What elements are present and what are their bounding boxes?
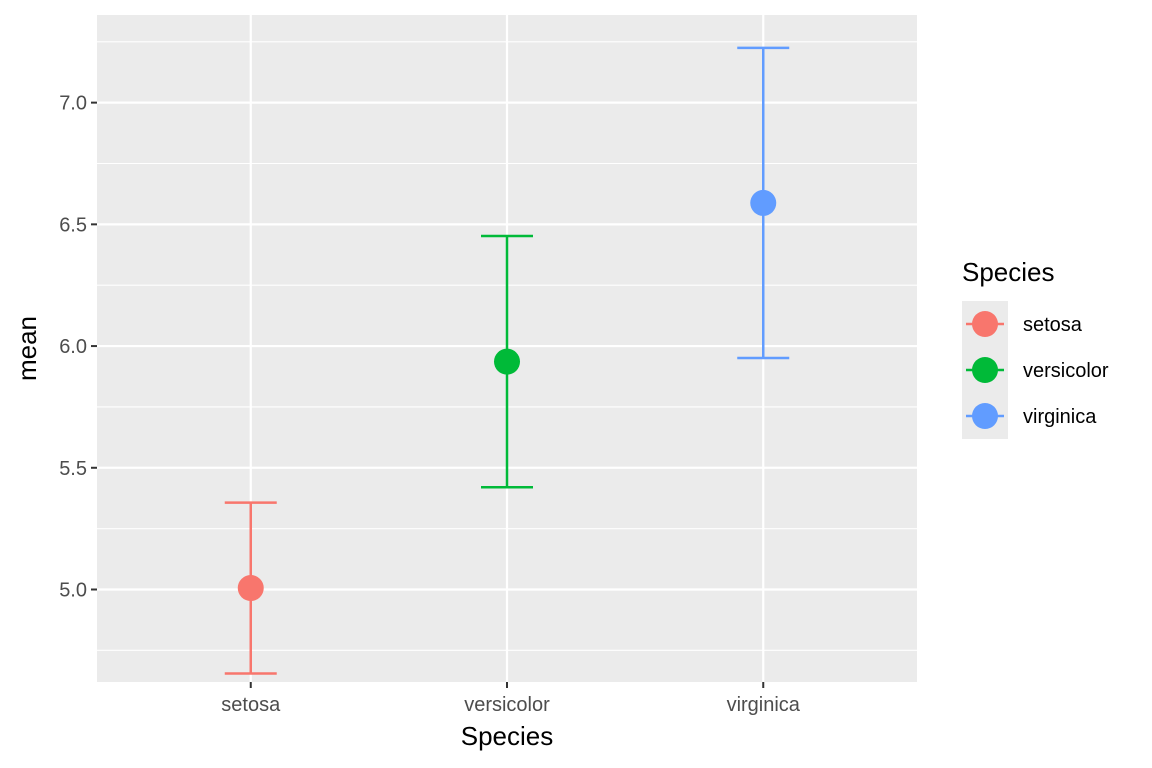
- point-virginica: [750, 189, 777, 216]
- legend-title: Species: [962, 257, 1055, 287]
- legend-key-point: [972, 311, 998, 337]
- x-tick-label: setosa: [221, 694, 281, 716]
- legend-key-point: [972, 357, 998, 383]
- point-setosa: [237, 575, 264, 602]
- y-axis: 5.0 5.5 6.0 6.5 7.0: [59, 93, 97, 601]
- y-tick-label: 5.5: [59, 458, 87, 480]
- legend-key-point: [972, 403, 998, 429]
- data-marks: [224, 46, 790, 675]
- y-tick-label: 7.0: [59, 93, 87, 115]
- legend-item-virginica: virginica: [966, 403, 1097, 429]
- y-tick-label: 6.5: [59, 214, 87, 236]
- legend-label: virginica: [1023, 406, 1097, 428]
- legend-label: versicolor: [1023, 360, 1109, 382]
- x-tick-label: versicolor: [464, 694, 550, 716]
- errorbar-group-virginica: [737, 46, 790, 360]
- y-tick-label: 5.0: [59, 579, 87, 601]
- point-versicolor: [494, 348, 520, 375]
- x-axis: setosa versicolor virginica: [221, 682, 801, 716]
- legend: Species setosa versicolor virginica: [962, 257, 1109, 439]
- errorbar-group-setosa: [224, 501, 277, 675]
- y-tick-label: 6.0: [59, 336, 87, 358]
- legend-item-versicolor: versicolor: [966, 357, 1109, 383]
- legend-item-setosa: setosa: [966, 311, 1083, 337]
- legend-items: setosa versicolor virginica: [966, 311, 1109, 429]
- legend-label: setosa: [1023, 314, 1083, 336]
- y-axis-title: mean: [12, 316, 42, 381]
- x-axis-title: Species: [461, 721, 554, 751]
- errorbar-group-versicolor: [481, 234, 533, 489]
- x-tick-label: virginica: [727, 694, 801, 716]
